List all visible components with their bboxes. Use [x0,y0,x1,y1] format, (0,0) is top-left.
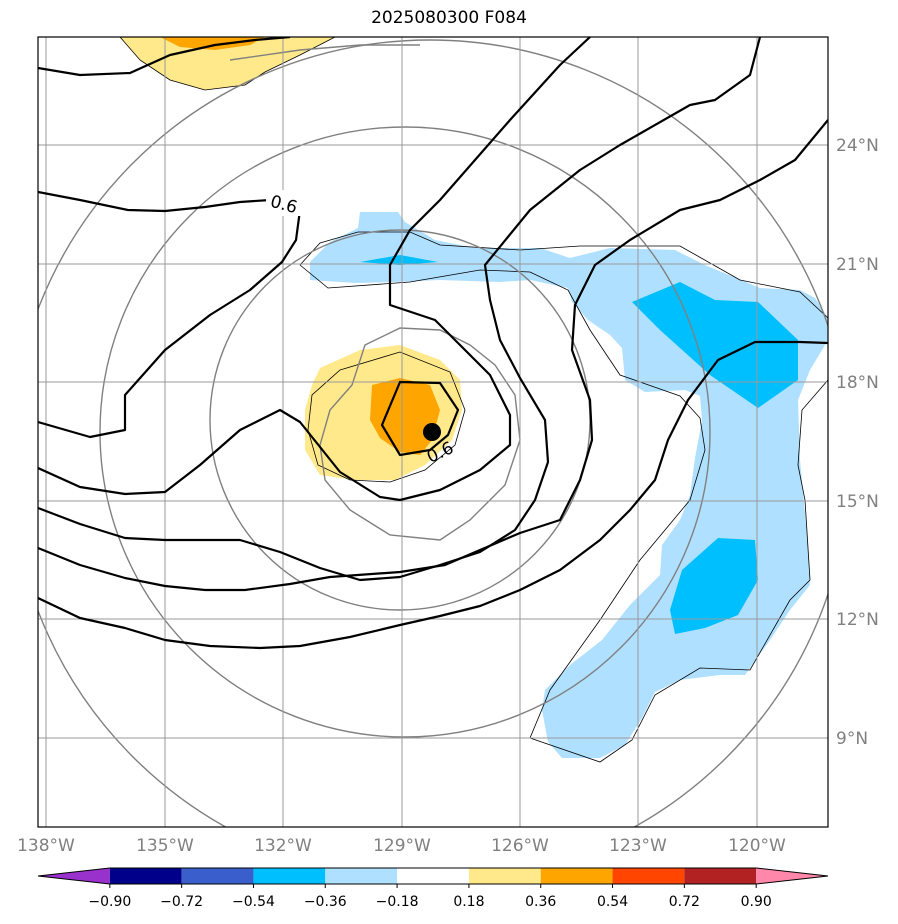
colorbar: −0.90 −0.72 −0.54 −0.36 −0.18 0.18 0.36 0.54 0.7… [37,867,829,910]
colorbar-segment [38,868,110,884]
colorbar-segment [253,868,326,884]
lon-label-138w: 138°W [17,836,75,856]
map-title: 2025080300 F084 [371,8,527,28]
latitude-labels: 24°N 21°N 18°N 15°N 12°N 9°N [836,136,879,749]
fill-blue-lower [670,538,758,634]
grey-rings [38,39,828,827]
colorbar-tick-label: 0.72 [669,894,700,910]
storm-center-dot-icon [423,423,441,441]
bold-contour-4 [38,37,591,502]
lat-label-18n: 18°N [836,373,879,393]
colorbar-segment [325,868,398,884]
bold-contour-center [380,380,460,457]
bold-contour-3 [38,209,302,439]
bold-contours [38,37,828,650]
map-frame [37,36,829,828]
colorbar-segment [468,868,541,884]
fill-blue-top-strip [360,255,438,265]
grey-ring-1 [319,327,521,541]
lon-label-135w: 135°W [136,836,194,856]
thin-contour-center [307,351,466,483]
colorbar-tick-label: 0.54 [597,894,628,910]
colorbar-segment [612,868,685,884]
longitude-labels: 138°W 135°W 132°W 129°W 126°W 123°W 120°… [17,836,786,856]
lon-label-129w: 129°W [373,836,431,856]
colorbar-tick-label: −0.18 [376,894,419,910]
grey-ring-5 [229,44,420,61]
bold-contour-2 [38,190,271,213]
lat-label-12n: 12°N [836,610,879,630]
lat-label-24n: 24°N [836,136,879,156]
fill-top-orange [160,37,265,50]
lat-label-15n: 15°N [836,492,879,512]
bold-contour-5 [38,37,762,582]
bold-contour-1 [38,37,291,77]
lon-label-120w: 120°W [728,836,786,856]
colorbar-tick-label: −0.72 [160,894,203,910]
colorbar-segment [181,868,254,884]
fill-top-yellow [120,37,335,90]
colorbar-tick-label: 0.90 [741,894,772,910]
bold-contour-6 [38,119,828,592]
colorbar-segment [109,868,182,884]
colorbar-segment [684,868,757,884]
bold-contour-7 [38,340,828,650]
colorbar-segment [540,868,613,884]
colorbar-tick-label: 0.18 [453,894,484,910]
grey-ring-3 [99,126,711,738]
lat-label-21n: 21°N [836,255,879,275]
colorbar-tick-label: −0.90 [88,894,131,910]
thin-contour-top [119,37,336,91]
colorbar-segment [756,868,828,884]
colorbar-tick-label: 0.36 [525,894,556,910]
lat-label-9n: 9°N [836,729,868,749]
lon-label-126w: 126°W [491,836,549,856]
contour-label-bg-1 [266,190,302,216]
colorbar-segment [397,868,469,884]
lon-label-132w: 132°W [254,836,312,856]
lon-label-123w: 123°W [609,836,667,856]
thin-contour-band-lower [299,264,828,763]
grey-ring-4 [38,39,828,827]
colorbar-tick-label: −0.36 [304,894,347,910]
graticule [38,37,828,827]
colorbar-tick-label: −0.54 [232,894,275,910]
